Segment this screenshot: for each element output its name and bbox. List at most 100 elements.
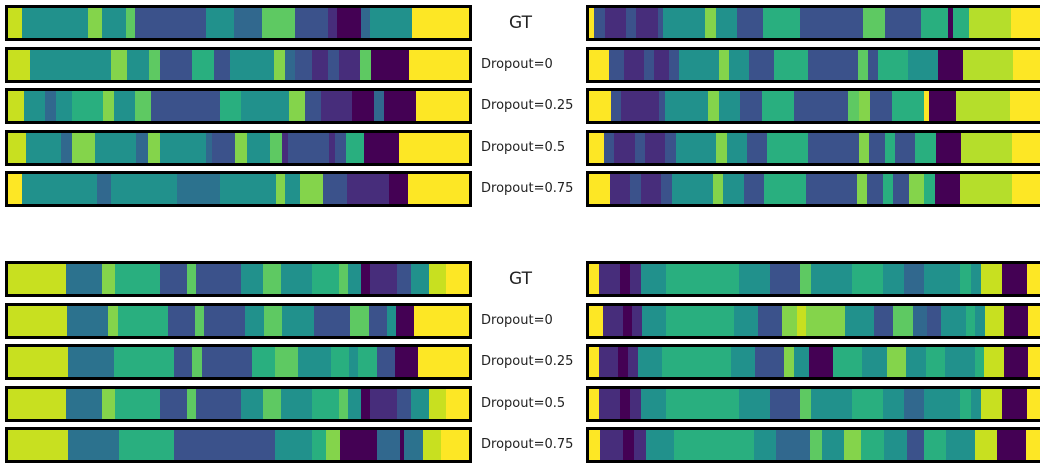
segment [428,264,447,294]
segment [415,91,469,121]
segmentation-bar-left [5,427,472,463]
segment [55,91,72,121]
segment [1011,8,1040,38]
segment [240,264,264,294]
segment [8,347,68,377]
segment [666,264,739,294]
segment [733,306,758,336]
segment [204,306,246,336]
segment [115,264,161,294]
segment [327,8,338,38]
segment [859,91,870,121]
segment [8,174,23,204]
dropout-label: Dropout=0 [481,313,553,328]
segment [769,389,801,419]
segment [376,347,396,377]
segment [997,430,1026,460]
segment [893,174,909,204]
segment [337,8,361,38]
segment [284,50,296,80]
segment [861,430,884,460]
segment [270,133,283,163]
segment [808,50,859,80]
segment [621,91,660,121]
segmentation-row: Dropout=0.75 [0,171,1040,211]
segment [245,306,264,336]
ground-truth-label: GT [509,269,532,289]
segment [796,306,807,336]
segment [806,306,845,336]
segment [738,264,770,294]
segment [334,133,347,163]
segment [934,174,961,204]
segmentation-bar-right [586,427,1040,463]
segment [619,264,631,294]
segment [852,264,883,294]
segment [206,133,213,163]
segment [312,389,340,419]
segment [370,264,398,294]
segment [1001,264,1028,294]
segment [398,133,469,163]
segment [386,306,396,336]
segment [773,50,809,80]
segment [869,133,885,163]
segment [410,389,429,419]
segment [640,389,667,419]
segment [630,389,641,419]
segment [893,306,913,336]
segment [630,174,641,204]
segmentation-row: GT [0,5,1040,45]
segmentation-bar-right [586,171,1040,207]
segment [97,174,112,204]
segment [414,306,469,336]
segment [980,389,1002,419]
segment [726,133,748,163]
segment [924,389,961,419]
segment [961,133,1013,163]
segment [45,91,56,121]
segment [634,430,646,460]
segment [716,133,727,163]
segment [945,347,975,377]
segment [908,50,939,80]
segment [883,389,904,419]
segment [678,50,719,80]
segment [327,50,339,80]
segment [589,91,611,121]
segment [707,91,719,121]
segment [906,347,926,377]
segment [610,91,622,121]
segment [618,347,629,377]
segment [800,8,864,38]
segment [312,430,327,460]
segment [637,347,663,377]
segmentation-row: Dropout=0.5 [0,130,1040,170]
segment [320,91,353,121]
segment [589,133,605,163]
segment [1003,347,1029,377]
segment [282,133,288,163]
segment [852,389,883,419]
segment [925,347,946,377]
segment [299,174,324,204]
segment [924,174,935,204]
segment [117,306,168,336]
segment [915,133,936,163]
segment [134,8,206,38]
segment [622,306,633,336]
segment [360,8,371,38]
segment [923,91,930,121]
segment [645,430,675,460]
segment [718,50,729,80]
segment [263,306,282,336]
segment [859,133,870,163]
segment [968,8,1012,38]
segment [886,347,907,377]
segment [395,347,419,377]
segmentation-row: Dropout=0.25 [0,344,1040,384]
segment [589,174,610,204]
segment [589,264,600,294]
segment [8,8,23,38]
segment [160,264,187,294]
